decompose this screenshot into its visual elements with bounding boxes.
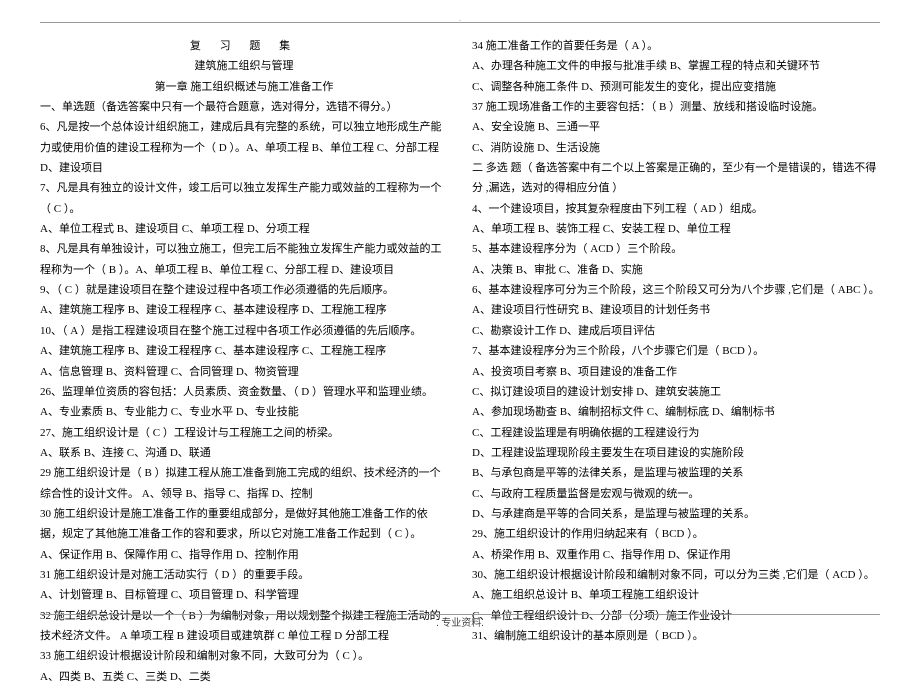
question-37: 37 施工现场准备工作的主要容包括：（ B ）测量、放线和搭设临时设施。 (472, 97, 880, 117)
question-26: 26、监理单位资质的容包括：人员素质、资金数量、（ D ）管理水平和监理业绩。 (40, 382, 448, 402)
question-34: 34 施工准备工作的首要任务是（ A ）。 (472, 36, 880, 56)
left-column: 复 习 题 集 建筑施工组织与管理 第一章 施工组织概述与施工准备工作 一、单选… (40, 36, 448, 687)
question-26-options: A、专业素质 B、专业能力 C、专业水平 D、专业技能 (40, 402, 448, 422)
question-7-options: A、单位工程式 B、建设项目 C、单项工程 D、分项工程 (40, 219, 448, 239)
question-10: 10、（ A ）是指工程建设项目在整个施工过程中各项工作必须遵循的先后顺序。 (40, 321, 448, 341)
footer-text: . 专业资料. (0, 615, 920, 634)
question-37-opt-cd: C、消防设施 D、生活设施 (472, 138, 880, 158)
question-27: 27、施工组织设计是（ C ）工程设计与工程施工之间的桥梁。 (40, 423, 448, 443)
question-m5-options: A、决策 B、审批 C、准备 D、实施 (472, 260, 880, 280)
question-m29-options: A、桥梁作用 B、双重作用 C、指导作用 D、保证作用 (472, 545, 880, 565)
question-m6-opt-ab: A、建设项目行性研究 B、建设项目的计划任务书 (472, 300, 880, 320)
question-m7-opt-ab: A、投资项目考察 B、项目建设的准备工作 (472, 362, 880, 382)
option-c-1: C、工程建设监理是有明确依据的工程建设行为 (472, 423, 880, 443)
content-columns: 复 习 题 集 建筑施工组织与管理 第一章 施工组织概述与施工准备工作 一、单选… (40, 36, 880, 687)
question-37-opt-ab: A、安全设施 B、三通一平 (472, 117, 880, 137)
question-m6: 6、基本建设程序可分为三个阶段，这三个阶段又可分为八个步骤 ,它们是（ ABC … (472, 280, 880, 300)
section-2-heading: 二 多选 题（ 备选答案中有二个以上答案是正确的，至少有一个是错误的，错选不得分… (472, 158, 880, 199)
question-8: 8、凡是具有单独设计，可以独立施工，但完工后不能独立发挥生产能力或效益的工程称为… (40, 239, 448, 280)
question-30: 30 施工组织设计是施工准备工作的重要组成部分，是做好其他施工准备工作的依据，规… (40, 504, 448, 545)
question-m6-opt-cd: C、勘察设计工作 D、建成后项目评估 (472, 321, 880, 341)
question-m4: 4、一个建设项目，按其复杂程度由下列工程（ AD ）组成。 (472, 199, 880, 219)
question-33-options: A、四类 B、五类 C、三类 D、二类 (40, 667, 448, 687)
question-m30-opt-ab: A、施工组织总设计 B、单项工程施工组织设计 (472, 585, 880, 605)
option-c-2: C、与政府工程质量监督是宏观与微观的统一。 (472, 484, 880, 504)
question-27-options: A、联系 B、连接 C、沟通 D、联通 (40, 443, 448, 463)
question-31: 31 施工组织设计是对施工活动实行（ D ）的重要手段。 (40, 565, 448, 585)
title: 复 习 题 集 (40, 36, 448, 56)
question-29: 29 施工组织设计是（ B ）拟建工程从施工准备到施工完成的组织、技术经济的一个… (40, 463, 448, 504)
question-7: 7、凡是具有独立的设计文件，竣工后可以独立发挥生产能力或效益的工程称为一个（ C… (40, 178, 448, 219)
question-30-options: A、保证作用 B、保障作用 C、指导作用 D、控制作用 (40, 545, 448, 565)
top-dot: . (0, 12, 920, 27)
question-34-opt-ab: A、办理各种施工文件的申报与批准手续 B、掌握工程的特点和关键环节 (472, 56, 880, 76)
question-10-options-b: A、信息管理 B、资料管理 C、合同管理 D、物资管理 (40, 362, 448, 382)
option-d-2: D、与承建商是平等的合同关系，是监理与被监理的关系。 (472, 504, 880, 524)
options-abcd-1: A、参加现场勘查 B、编制招标文件 C、编制标底 D、编制标书 (472, 402, 880, 422)
chapter-title: 第一章 施工组织概述与施工准备工作 (40, 77, 448, 97)
question-31-options: A、计划管理 B、目标管理 C、项目管理 D、科学管理 (40, 585, 448, 605)
question-6: 6、凡是按一个总体设计组织施工，建成后具有完整的系统，可以独立地形成生产能力或使… (40, 117, 448, 178)
question-m29: 29、施工组织设计的作用归纳起来有（ BCD ）。 (472, 524, 880, 544)
right-column: 34 施工准备工作的首要任务是（ A ）。 A、办理各种施工文件的申报与批准手续… (472, 36, 880, 687)
question-9-options: A、建筑施工程序 B、建设工程程序 C、基本建设程序 D、工程施工程序 (40, 300, 448, 320)
question-m30: 30、施工组织设计根据设计阶段和编制对象不同，可以分为三类 ,它们是（ ACD … (472, 565, 880, 585)
page-top-border (40, 22, 880, 23)
question-m4-options: A、单项工程 B、装饰工程 C、安装工程 D、单位工程 (472, 219, 880, 239)
question-m7: 7、基本建设程序分为三个阶段，八个步骤它们是（ BCD ）。 (472, 341, 880, 361)
section-heading: 一、单选题（备选答案中只有一个最符合题意，选对得分，选错不得分。） (40, 97, 448, 117)
question-m7-opt-cd: C、拟订建设项目的建设计划安排 D、建筑安装施工 (472, 382, 880, 402)
subtitle: 建筑施工组织与管理 (40, 56, 448, 76)
question-m5: 5、基本建设程序分为（ ACD ）三个阶段。 (472, 239, 880, 259)
question-33: 33 施工组织设计根据设计阶段和编制对象不同，大致可分为（ C ）。 (40, 646, 448, 666)
question-9: 9、（ C ）就是建设项目在整个建设过程中各项工作必须遵循的先后顺序。 (40, 280, 448, 300)
question-34-opt-cd: C、调整各种施工条件 D、预测可能发生的变化，提出应变措施 (472, 77, 880, 97)
option-b-2: B、与承包商是平等的法律关系，是监理与被监理的关系 (472, 463, 880, 483)
question-10-options-a: A、建筑施工程序 B、建设工程程序 C、基本建设程序 C、工程施工程序 (40, 341, 448, 361)
option-d-1: D、工程建设监理现阶段主要发生在项目建设的实施阶段 (472, 443, 880, 463)
